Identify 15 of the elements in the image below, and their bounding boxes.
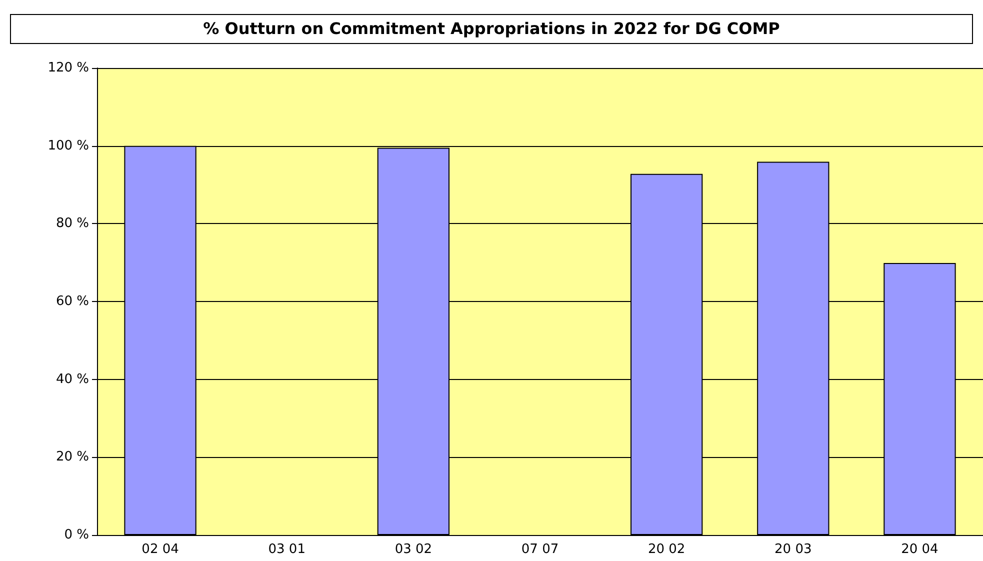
y-tick-label: 40 % <box>56 372 89 387</box>
x-tick-label: 20 02 <box>648 542 686 557</box>
y-tick-label: 120 % <box>48 60 89 76</box>
x-tick-label: 20 04 <box>901 542 938 557</box>
x-tick-label: 03 01 <box>268 542 306 557</box>
y-tick-label: 0 % <box>64 528 89 542</box>
x-tick-label: 03 02 <box>394 542 432 557</box>
x-tick-label: 02 04 <box>142 542 179 557</box>
y-tick-label: 20 % <box>56 450 89 465</box>
chart-title: % Outturn on Commitment Appropriations in 2022 for DG COMP <box>10 14 973 44</box>
y-tick-label: 80 % <box>56 216 89 232</box>
y-tick-label: 60 % <box>56 294 89 309</box>
x-tick-label: 20 03 <box>774 542 812 557</box>
y-tick-label: 100 % <box>48 138 89 154</box>
x-tick-label: 07 07 <box>521 542 559 557</box>
